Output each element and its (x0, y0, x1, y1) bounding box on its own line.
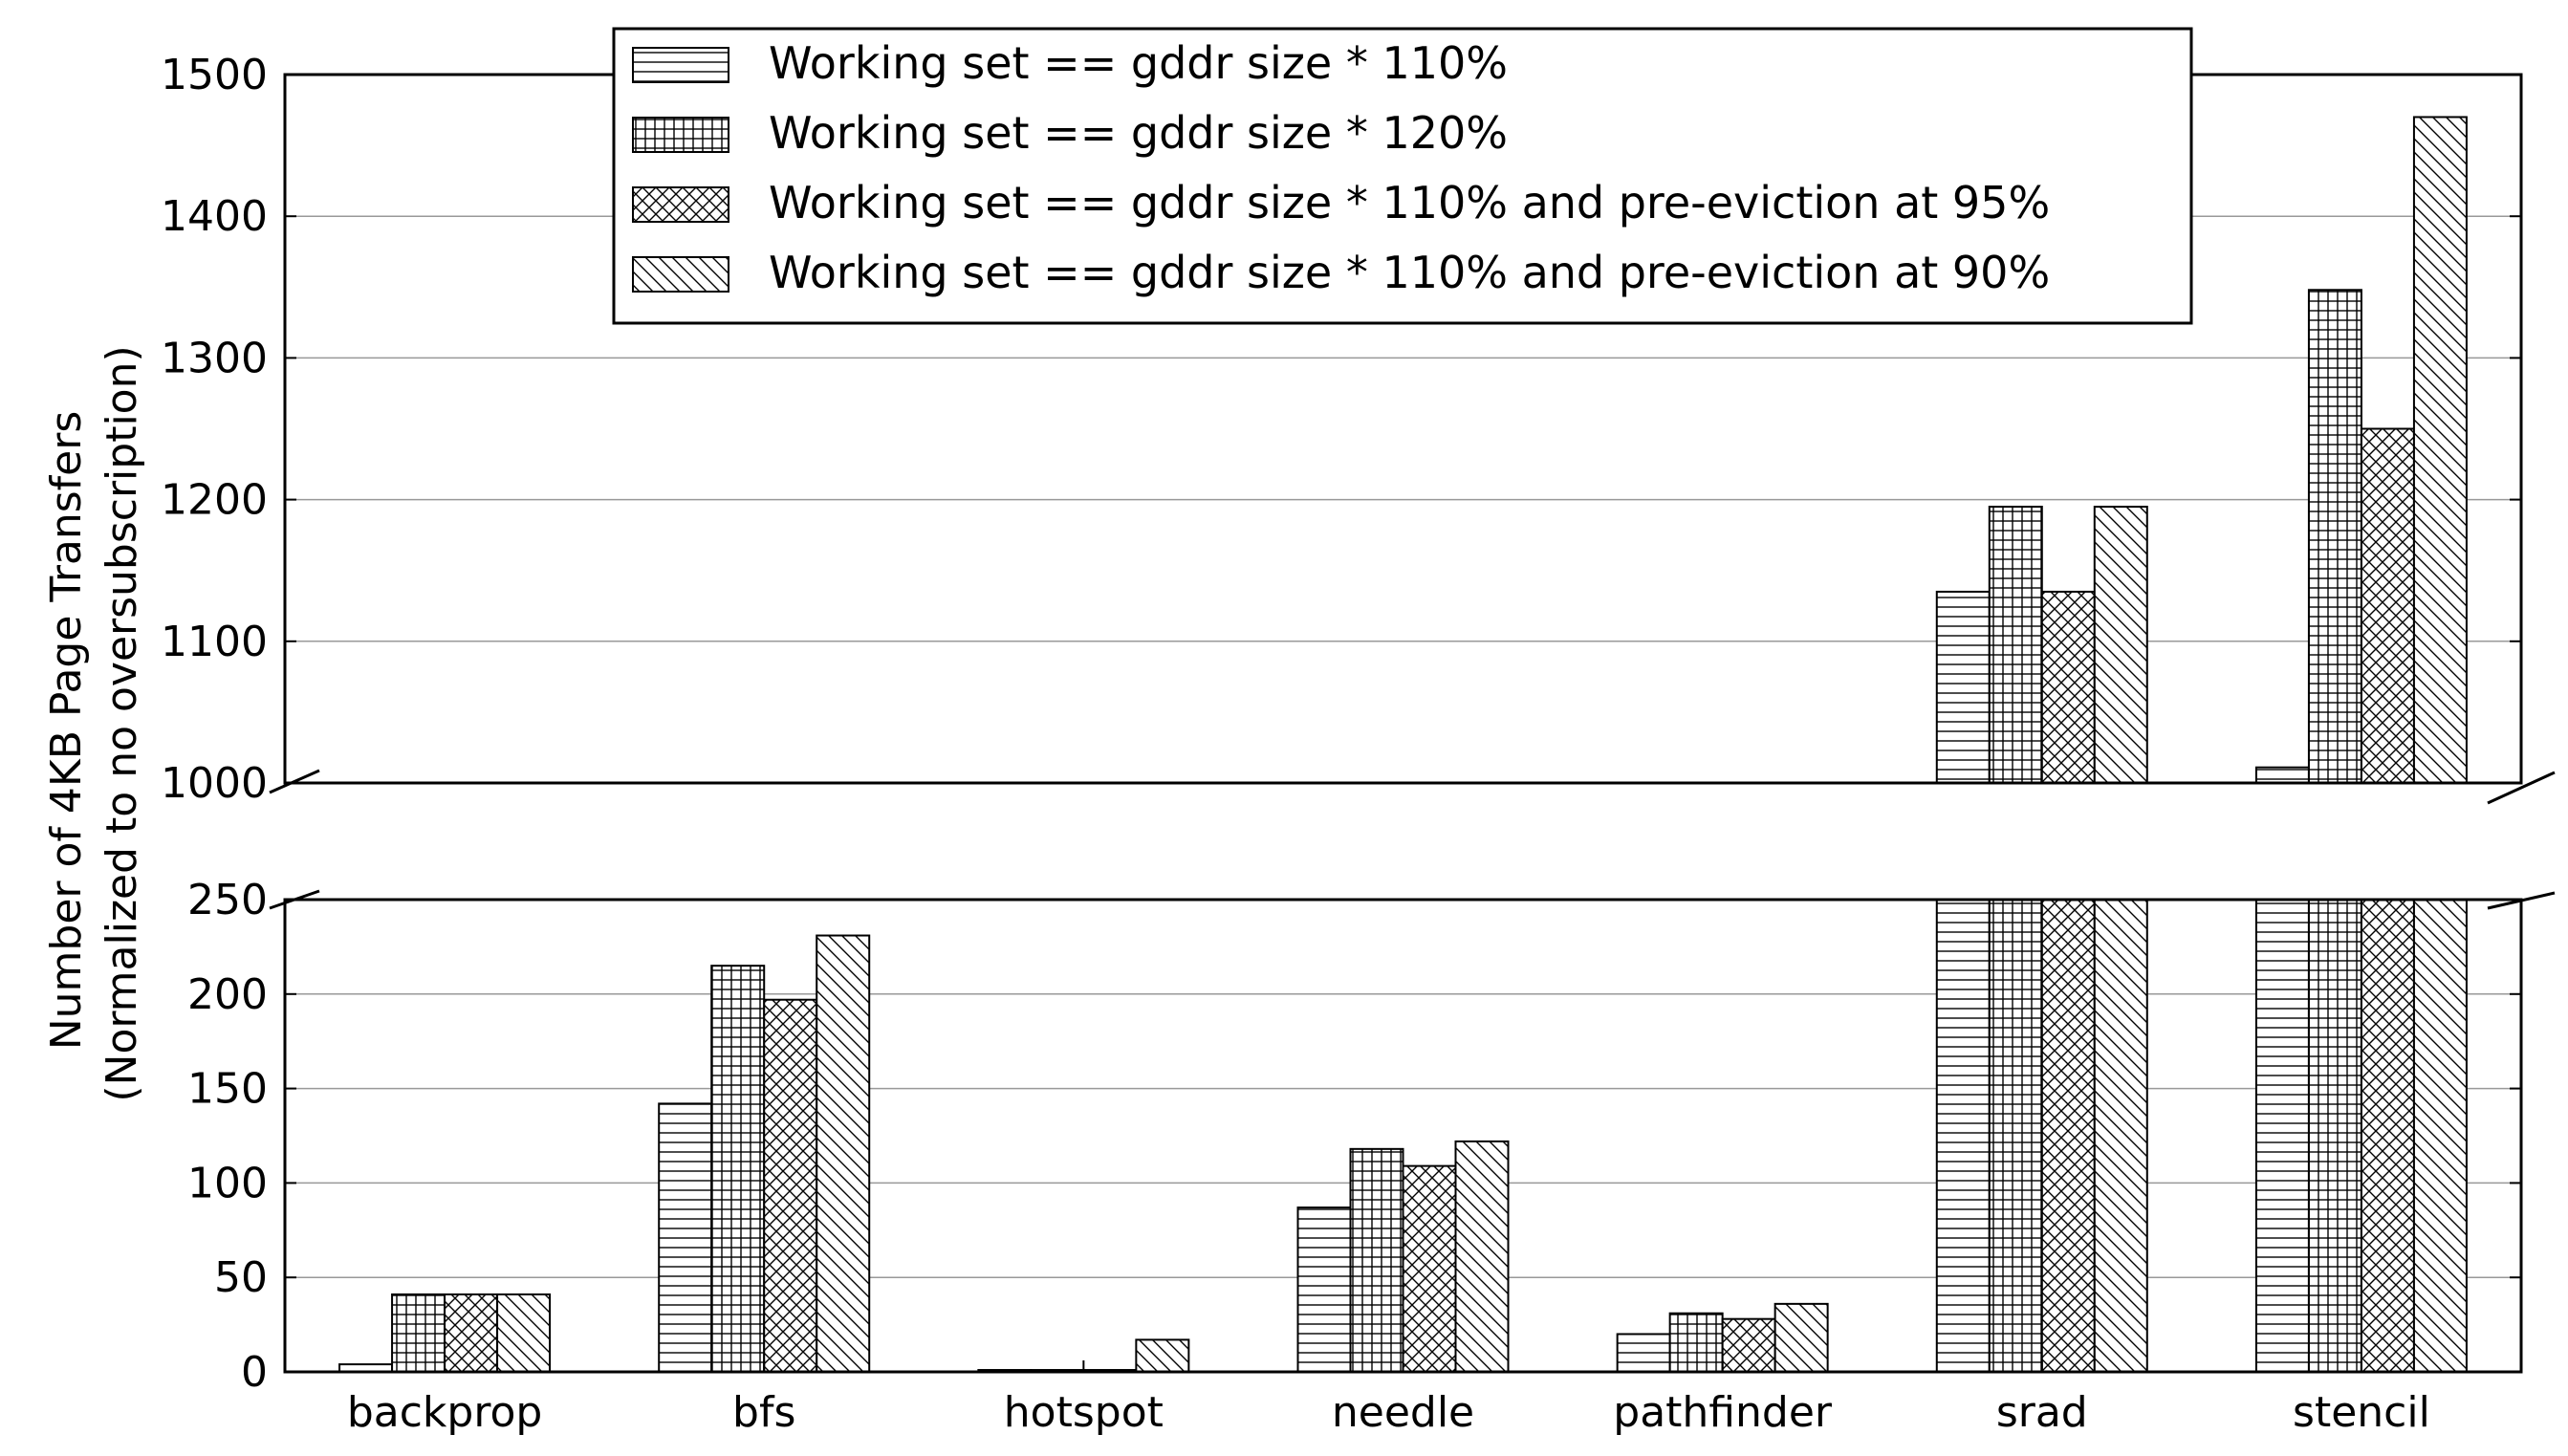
upper-y-tick-label: 1200 (161, 476, 268, 525)
x-tick-labels: backprop bfs hotspot needle pathfinder srad st… (347, 1360, 2430, 1437)
lower-y-tick-label: 50 (214, 1253, 268, 1302)
legend-swatch-3 (632, 186, 729, 223)
legend-label-1: Working set == gddr size * 110% (769, 37, 1508, 89)
x-tick-label-hotspot: hotspot (1004, 1388, 1164, 1437)
bar-pathfinder-series-2 (1668, 1312, 1724, 1372)
bar-bfs-series-1 (658, 1102, 713, 1372)
x-tick-label-srad: srad (1996, 1388, 2088, 1437)
bar-srad-series-4 (2093, 900, 2148, 1372)
lower-y-tick-label: 150 (187, 1065, 268, 1114)
lower-y-tick-label: 250 (187, 876, 268, 924)
bar-srad-series-1 (1935, 900, 1991, 1372)
bar-stencil-series-4 (2412, 900, 2468, 1372)
upper-panel-bars (1935, 116, 2468, 783)
bar-bfs-series-4 (816, 934, 871, 1372)
bar-hotspot-series-4 (1135, 1338, 1190, 1372)
upper-y-tick-label: 1100 (161, 618, 268, 666)
break-mark-lower-right (2487, 891, 2556, 910)
bar-srad-series-1-upper (1935, 590, 1991, 783)
bar-pathfinder-series-1 (1616, 1333, 1671, 1372)
y-axis-title-line-2: (Normalized to no oversubscription) (98, 345, 146, 1101)
break-mark-upper-right (2487, 771, 2556, 805)
bar-stencil-series-2 (2307, 900, 2362, 1372)
break-mark-lower-left (269, 889, 320, 910)
bar-srad-series-3 (2040, 900, 2096, 1372)
legend-swatch-1 (632, 47, 729, 83)
bar-bfs-series-3 (763, 998, 818, 1372)
bar-backprop-series-2 (391, 1293, 446, 1372)
bar-stencil-series-1 (2254, 900, 2310, 1372)
legend-label-4: Working set == gddr size * 110% and pre-… (769, 247, 2050, 298)
break-mark-upper-left (269, 769, 320, 794)
legend: Working set == gddr size * 110% Working s… (612, 27, 2193, 325)
x-tick-label-backprop: backprop (347, 1388, 542, 1437)
bar-stencil-series-3-upper (2360, 427, 2415, 783)
upper-y-tick-labels: 1000 1100 1200 1300 1400 1500 (161, 51, 268, 808)
bar-needle-series-4 (1454, 1140, 1510, 1372)
bar-stencil-series-4-upper (2412, 116, 2468, 783)
bar-pathfinder-series-3 (1721, 1317, 1776, 1372)
bar-stencil-series-3 (2360, 900, 2415, 1372)
axis-break-marks (269, 769, 2556, 910)
bar-srad-series-3-upper (2040, 590, 2096, 783)
legend-swatch-4 (632, 256, 729, 293)
bar-backprop-series-4 (496, 1293, 552, 1372)
legend-label-3: Working set == gddr size * 110% and pre-… (769, 177, 2050, 228)
bar-srad-series-2-upper (1988, 506, 2043, 783)
y-axis-title: Number of 4KB Page Transfers (Normalized… (42, 345, 146, 1101)
upper-y-tick-label: 1000 (161, 759, 268, 808)
lower-y-tick-label: 100 (187, 1159, 268, 1207)
bar-srad-series-2 (1988, 900, 2043, 1372)
x-tick-label-bfs: bfs (732, 1388, 795, 1437)
bar-needle-series-3 (1402, 1164, 1457, 1372)
bar-srad-series-4-upper (2093, 506, 2148, 783)
bar-bfs-series-2 (710, 965, 766, 1372)
lower-y-tick-label: 200 (187, 970, 268, 1019)
legend-swatch-2 (632, 117, 729, 153)
lower-y-tick-labels: 0 50 100 150 200 250 (187, 876, 268, 1397)
lower-y-tick-label: 0 (241, 1348, 268, 1397)
upper-y-tick-label: 1300 (161, 334, 268, 382)
upper-y-tick-label: 1500 (161, 51, 268, 99)
legend-label-2: Working set == gddr size * 120% (769, 107, 1508, 159)
upper-y-tick-label: 1400 (161, 192, 268, 241)
x-tick-label-pathfinder: pathfinder (1613, 1388, 1833, 1437)
bar-backprop-series-3 (444, 1293, 499, 1372)
x-tick-label-stencil: stencil (2293, 1388, 2430, 1437)
bar-needle-series-1 (1296, 1206, 1352, 1372)
legend-box (612, 27, 2193, 325)
bar-pathfinder-series-4 (1774, 1302, 1829, 1372)
lower-panel-bars (338, 900, 2468, 1372)
x-tick-label-needle: needle (1332, 1388, 1474, 1437)
bar-needle-series-2 (1349, 1147, 1404, 1372)
y-axis-title-line-1: Number of 4KB Page Transfers (42, 411, 91, 1051)
bar-stencil-series-2-upper (2307, 289, 2362, 783)
